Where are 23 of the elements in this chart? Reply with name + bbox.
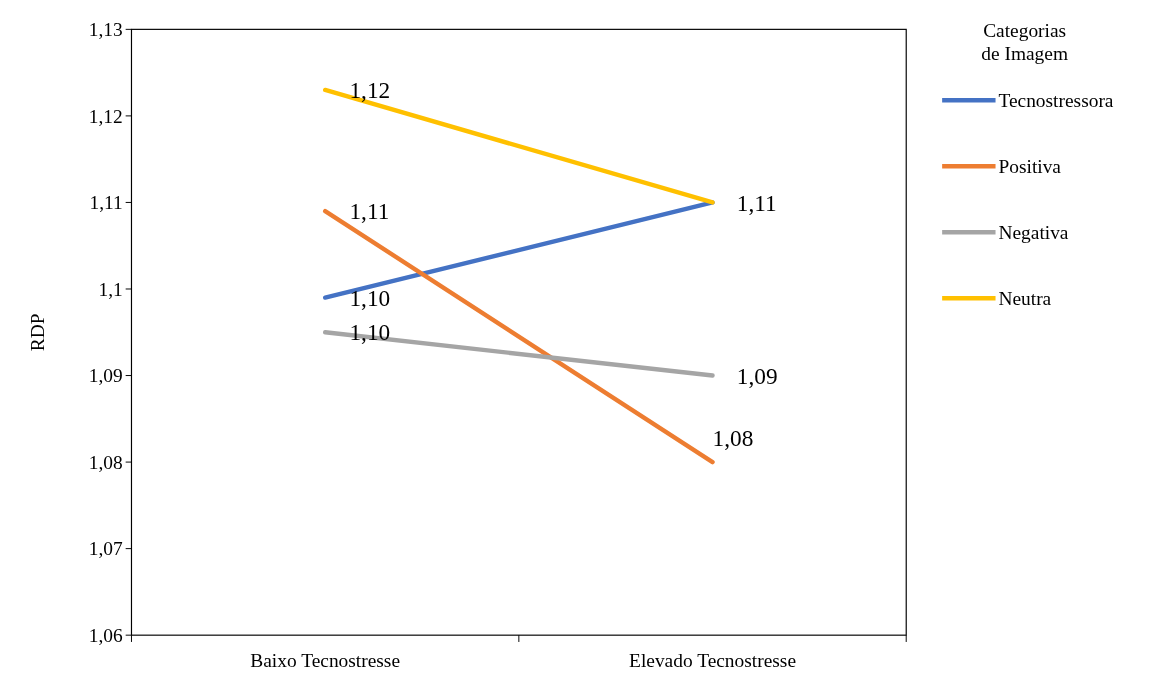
x-tick-label: Elevado Tecnostresse (629, 650, 797, 672)
y-tick-label: 1,13 (88, 19, 123, 41)
y-tick-label: 1,12 (88, 105, 123, 127)
y-axis-title: RDP (27, 313, 49, 352)
y-tick-label: 1,11 (89, 192, 123, 214)
y-tick-label: 1,1 (98, 278, 123, 300)
legend-label: Negativa (998, 222, 1069, 244)
legend-label: Positiva (998, 156, 1062, 178)
legend-label: Tecnostressora (998, 90, 1114, 112)
data-label: 1,12 (349, 77, 391, 104)
x-tick-label: Baixo Tecnostresse (250, 650, 401, 672)
y-tick-label: 1,09 (88, 365, 123, 387)
legend-label: Neutra (998, 288, 1052, 310)
legend-title: Categorias de Imagem (981, 20, 1069, 65)
y-tick-label: 1,06 (88, 624, 124, 646)
data-label: 1,08 (712, 424, 754, 451)
data-label: 1,09 (736, 362, 778, 389)
data-label: 1,11 (736, 189, 777, 216)
data-label: 1,10 (349, 319, 391, 346)
y-tick-label: 1,07 (88, 538, 124, 560)
data-label: 1,11 (349, 198, 390, 225)
data-label: 1,10 (349, 284, 391, 311)
y-tick-label: 1,08 (88, 451, 123, 473)
